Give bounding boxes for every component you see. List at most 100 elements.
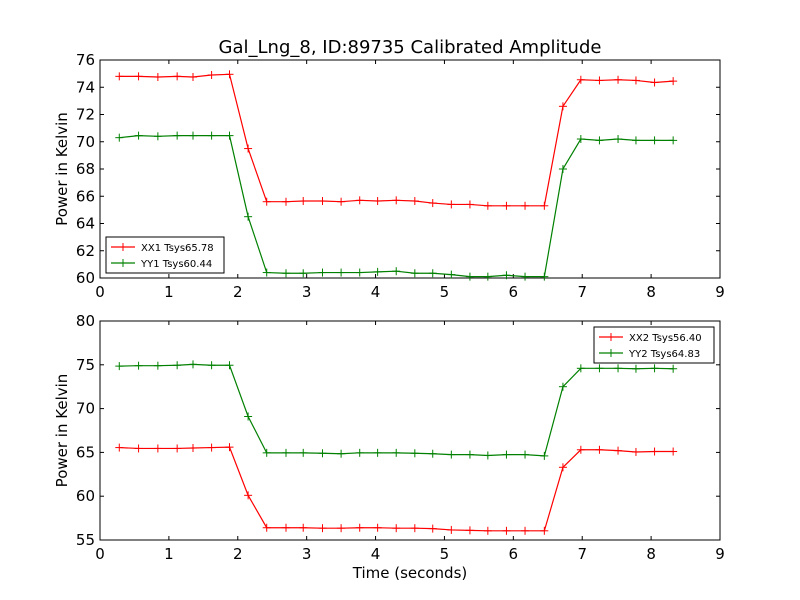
data-point-marker — [262, 523, 271, 532]
legend-item: XX2 Tsys56.40 — [599, 333, 702, 344]
chart-title: Gal_Lng_8, ID:89735 Calibrated Amplitude — [219, 37, 602, 58]
legend: XX2 Tsys56.40 YY2 Tsys64.83 — [593, 326, 715, 364]
data-point-marker — [650, 136, 659, 145]
legend-label: YY2 Tsys64.83 — [628, 349, 700, 360]
legend-label: YY1 Tsys60.44 — [140, 259, 212, 270]
data-point-marker — [373, 448, 382, 457]
data-point-marker — [337, 449, 346, 458]
x-tick-label: 5 — [440, 283, 450, 301]
data-point-marker — [244, 412, 253, 421]
data-point-marker — [576, 75, 585, 84]
x-tick-label: 4 — [371, 545, 381, 563]
data-point-marker — [373, 267, 382, 276]
data-point-marker — [465, 526, 474, 535]
data-point-marker — [299, 448, 308, 457]
data-point-marker — [153, 132, 162, 141]
data-point-marker — [299, 523, 308, 532]
data-point-marker — [337, 197, 346, 206]
data-point-marker — [225, 443, 234, 452]
data-point-marker — [153, 361, 162, 370]
x-tick-label: 2 — [233, 283, 243, 301]
data-point-marker — [189, 131, 197, 140]
data-point-marker — [392, 196, 401, 205]
chart-panel-1: 0 1 2 3 4 5 6 7 8 9 60 62 64 66 68 70 72 74 76 Power in Kel… — [53, 51, 725, 301]
data-point-marker — [521, 201, 530, 210]
data-point-marker — [595, 76, 604, 85]
x-tick-label: 6 — [509, 283, 519, 301]
legend-label: XX2 Tsys56.40 — [629, 333, 702, 344]
data-point-marker — [650, 78, 659, 87]
series-1 — [115, 443, 678, 535]
data-point-marker — [392, 448, 401, 457]
legend-item: YY2 Tsys64.83 — [599, 349, 700, 360]
data-point-marker — [614, 75, 623, 84]
data-point-marker — [299, 197, 308, 206]
chart-panel-2: 0 1 2 3 4 5 6 7 8 9 55 60 65 70 75 80 Power in Kelvin XX2… — [53, 312, 725, 563]
y-axis-label: Power in Kelvin — [53, 374, 71, 488]
data-point-marker — [521, 450, 530, 459]
data-point-marker — [173, 72, 182, 81]
y-tick-label: 75 — [76, 356, 95, 374]
data-point-marker — [410, 269, 419, 278]
x-tick-label: 1 — [164, 283, 174, 301]
y-tick-label: 62 — [76, 242, 95, 260]
data-point-marker — [392, 267, 401, 276]
data-point-marker — [173, 361, 182, 370]
data-point-marker — [207, 361, 216, 370]
data-point-marker — [282, 269, 290, 278]
y-axis-label: Power in Kelvin — [53, 112, 71, 226]
x-axis-label: Time (seconds) — [352, 564, 468, 582]
data-point-marker — [669, 77, 678, 86]
data-point-marker — [355, 523, 364, 532]
data-point-marker — [631, 136, 640, 145]
data-point-marker — [595, 136, 604, 145]
data-point-marker — [337, 524, 346, 533]
data-point-marker — [614, 135, 623, 144]
data-point-marker — [173, 444, 182, 453]
data-point-marker — [189, 73, 197, 82]
data-point-marker — [244, 212, 253, 221]
data-point-marker — [355, 268, 364, 277]
data-point-marker — [115, 72, 124, 81]
data-point-marker — [502, 201, 511, 210]
data-point-marker — [483, 272, 492, 281]
data-point-marker — [282, 523, 290, 532]
y-tick-label: 65 — [76, 443, 95, 461]
data-point-marker — [595, 364, 604, 373]
data-point-marker — [355, 196, 364, 205]
data-point-marker — [540, 451, 549, 460]
data-point-marker — [428, 449, 437, 458]
y-tick-label: 74 — [76, 78, 95, 96]
data-point-marker — [410, 524, 419, 533]
y-tick-label: 68 — [76, 160, 95, 178]
data-point-marker — [207, 443, 216, 452]
data-point-marker — [115, 133, 124, 142]
legend-item: YY1 Tsys60.44 — [111, 259, 212, 270]
data-point-marker — [115, 443, 124, 452]
data-point-marker — [521, 526, 530, 535]
data-point-marker — [595, 445, 604, 454]
x-tick-label: 8 — [646, 283, 656, 301]
data-point-marker — [373, 197, 382, 206]
data-point-marker — [318, 197, 327, 206]
data-point-marker — [540, 272, 549, 281]
data-point-marker — [502, 450, 511, 459]
data-point-marker — [631, 76, 640, 85]
data-point-marker — [207, 131, 216, 140]
data-point-marker — [540, 201, 549, 210]
data-point-marker — [318, 449, 327, 458]
x-tick-label: 6 — [509, 545, 519, 563]
x-tick-label: 7 — [577, 283, 587, 301]
data-point-marker — [373, 523, 382, 532]
x-tick-label: 8 — [646, 545, 656, 563]
data-point-marker — [410, 449, 419, 458]
data-point-marker — [299, 269, 308, 278]
data-point-marker — [428, 524, 437, 533]
data-point-marker — [669, 447, 678, 456]
data-point-marker — [447, 450, 456, 459]
data-point-marker — [447, 200, 456, 209]
y-tick-label: 70 — [76, 400, 95, 418]
series-2 — [115, 360, 678, 460]
